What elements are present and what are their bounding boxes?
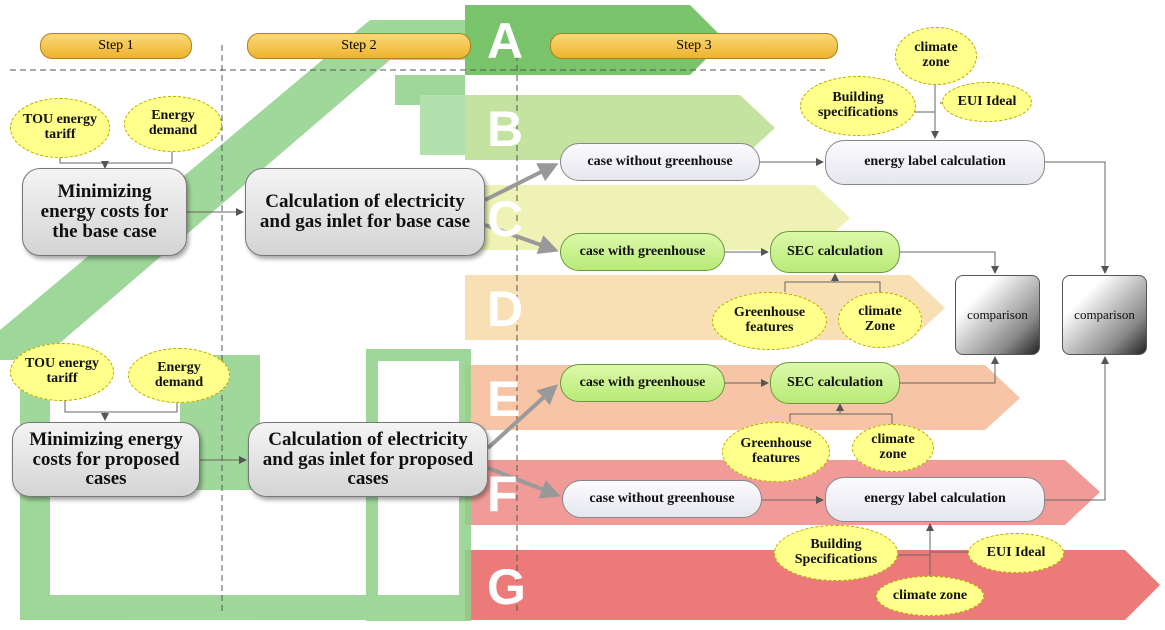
input-bubble: TOU energy tariff — [10, 343, 114, 401]
energy-class-letter: D — [487, 280, 523, 338]
step-label: Step 2 — [247, 33, 471, 59]
step-label: Step 3 — [550, 33, 838, 59]
energy-class-letter: E — [487, 370, 520, 428]
step-label: Step 1 — [40, 33, 192, 59]
input-bubble: TOU energy tariff — [10, 98, 110, 158]
process-box: Calculation of electricity and gas inlet… — [248, 422, 488, 497]
comparison-box: comparison — [1062, 275, 1147, 355]
diagram: Step 1 Step 2 Step 3 ABCDEFG TOU energy tari… — [0, 0, 1165, 630]
case-box: case with greenhouse — [560, 364, 725, 402]
input-bubble: Energy demand — [124, 96, 222, 152]
input-bubble: Greenhouse features — [722, 422, 830, 482]
case-box: case without greenhouse — [562, 480, 762, 518]
input-bubble: climate zone — [876, 576, 984, 616]
process-box: Minimizing energy costs for proposed cas… — [12, 422, 200, 497]
case-box: case with greenhouse — [560, 233, 725, 271]
process-box: Calculation of electricity and gas inlet… — [245, 168, 485, 256]
case-box: case without greenhouse — [560, 143, 760, 181]
input-bubble: EUI Ideal — [942, 82, 1032, 122]
energy-class-letter: F — [487, 465, 518, 523]
energy-class-letter: G — [487, 558, 526, 616]
process-box: Minimizing energy costs for the base cas… — [22, 168, 187, 256]
input-bubble: climate zone — [852, 424, 934, 472]
input-bubble: Building specifications — [800, 76, 916, 136]
input-bubble: climate Zone — [838, 292, 922, 348]
calc-box: energy label calculation — [825, 140, 1045, 185]
calc-box: energy label calculation — [825, 477, 1045, 522]
energy-class-letter: B — [487, 100, 523, 158]
input-bubble: climate zone — [895, 27, 977, 85]
input-bubble: EUI Ideal — [968, 533, 1064, 573]
calc-box: SEC calculation — [770, 362, 900, 404]
energy-class-letter: A — [487, 12, 523, 70]
input-bubble: Energy demand — [128, 348, 230, 403]
input-bubble: Greenhouse features — [712, 292, 827, 350]
calc-box: SEC calculation — [770, 231, 900, 273]
input-bubble: Building Specifications — [774, 525, 898, 581]
energy-class-letter: C — [487, 190, 523, 248]
comparison-box: comparison — [955, 275, 1040, 355]
